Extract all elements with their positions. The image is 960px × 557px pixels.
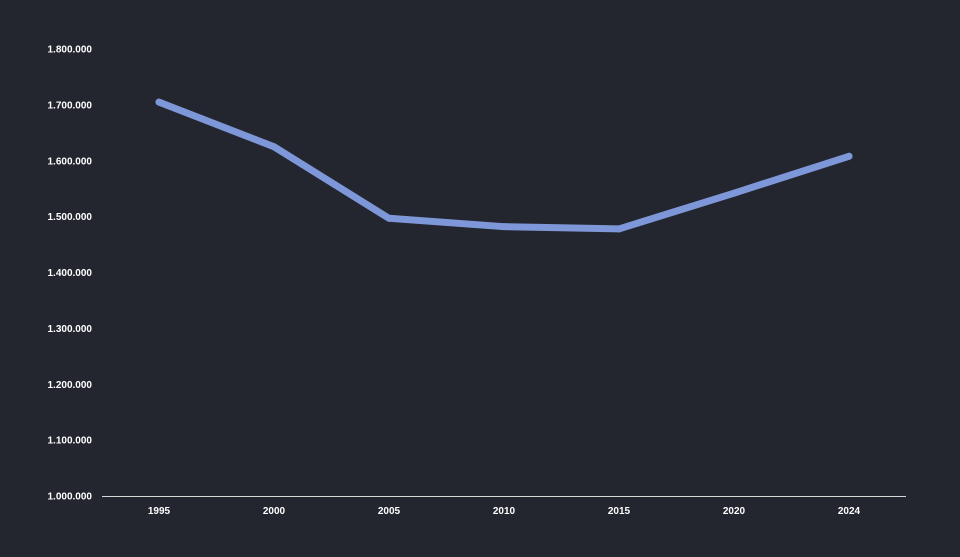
y-tick-label: 1.000.000 (48, 492, 93, 503)
y-tick-label: 1.700.000 (48, 100, 93, 111)
data-point (155, 98, 163, 106)
x-tick-label: 2020 (723, 506, 746, 517)
data-point (845, 152, 853, 160)
data-point (385, 214, 393, 222)
y-axis-ticks: 1.000.000 1.100.000 1.200.000 1.300.000 1.40… (48, 45, 93, 503)
y-tick-label: 1.400.000 (48, 268, 93, 279)
y-tick-label: 1.500.000 (48, 212, 93, 223)
x-tick-label: 2015 (608, 506, 631, 517)
series-line (155, 98, 853, 233)
series-group (155, 98, 853, 233)
data-point (730, 189, 738, 197)
x-tick-label: 2010 (493, 506, 516, 517)
y-tick-label: 1.200.000 (48, 380, 93, 391)
y-tick-label: 1.600.000 (48, 156, 93, 167)
data-point (615, 225, 623, 233)
x-tick-label: 2005 (378, 506, 401, 517)
data-point (270, 143, 278, 151)
y-tick-label: 1.300.000 (48, 324, 93, 335)
y-tick-label: 1.100.000 (48, 436, 93, 447)
x-tick-label: 1995 (148, 506, 171, 517)
x-tick-label: 2000 (263, 506, 286, 517)
x-tick-label: 2024 (838, 506, 861, 517)
y-tick-label: 1.800.000 (48, 45, 93, 56)
x-axis-ticks: 1995 2000 2005 2010 2015 2020 2024 (148, 506, 861, 517)
data-point (500, 223, 508, 231)
